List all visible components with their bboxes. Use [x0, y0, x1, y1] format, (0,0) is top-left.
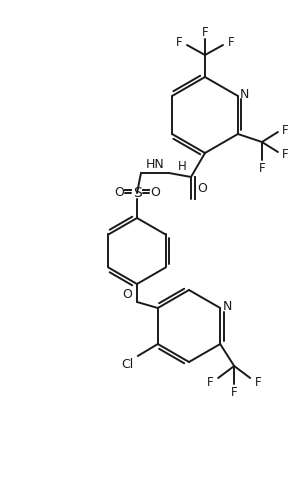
Text: F: F: [259, 162, 265, 174]
Text: H: H: [178, 161, 187, 173]
Text: F: F: [282, 147, 288, 161]
Text: HN: HN: [146, 157, 164, 171]
Text: F: F: [255, 375, 261, 389]
Text: F: F: [176, 36, 182, 49]
Text: F: F: [207, 375, 214, 389]
Text: S: S: [133, 186, 141, 200]
Text: F: F: [231, 386, 238, 398]
Text: N: N: [222, 299, 232, 313]
Text: F: F: [202, 26, 208, 40]
Text: F: F: [228, 36, 234, 49]
Text: O: O: [122, 288, 132, 300]
Text: O: O: [197, 181, 207, 195]
Text: F: F: [282, 123, 288, 137]
Text: N: N: [240, 89, 249, 101]
Text: O: O: [114, 187, 124, 199]
Text: O: O: [150, 187, 160, 199]
Text: Cl: Cl: [122, 358, 134, 370]
